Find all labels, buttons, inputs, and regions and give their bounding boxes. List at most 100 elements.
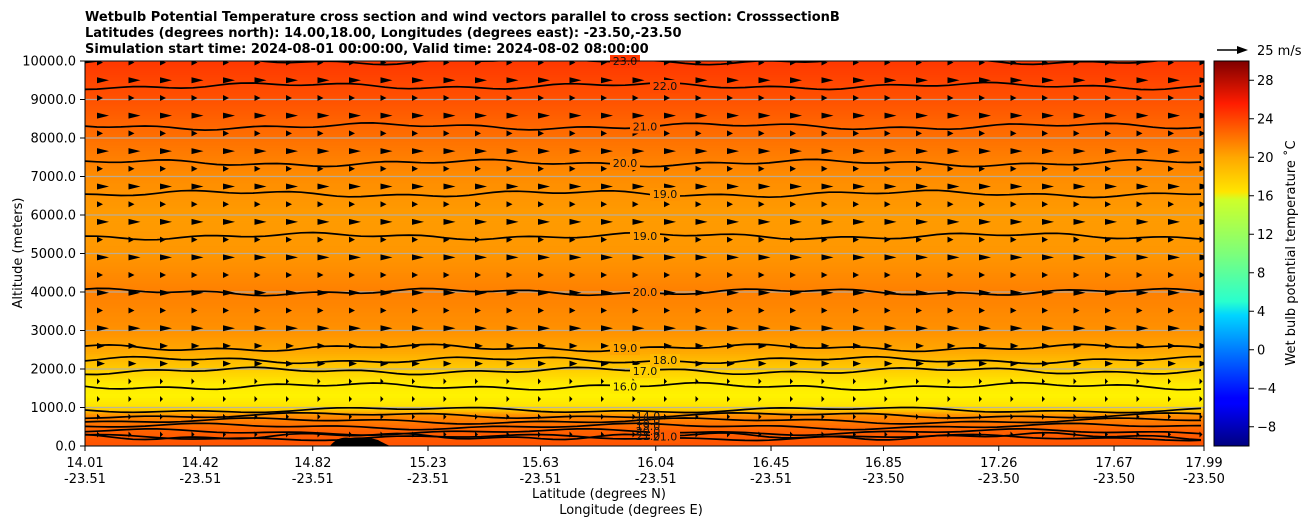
x-tick-label-longitude: -23.51 (520, 472, 562, 487)
wind-vector (443, 165, 450, 172)
wind-vector (695, 396, 699, 403)
wind-vector (412, 360, 420, 367)
wind-vector (664, 236, 670, 243)
field-band (85, 199, 1204, 202)
wind-vector (1042, 396, 1045, 403)
field-band (85, 193, 1204, 197)
chart-title-line-2: Latitudes (degrees north): 14.00,18.00, … (85, 26, 682, 41)
wind-vector (1105, 307, 1111, 314)
wind-vector (443, 218, 456, 225)
wind-vector (884, 148, 897, 155)
wind-vector (1010, 254, 1023, 261)
contour-label: 14.0 (636, 410, 661, 423)
wind-vector (569, 360, 578, 367)
wind-vector (790, 130, 796, 137)
field-band (85, 76, 1204, 79)
chart-title-line-3: Simulation start time: 2024-08-01 00:00:… (85, 42, 649, 57)
wind-vector (601, 148, 613, 155)
wind-vector (1042, 112, 1054, 119)
wind-vector (538, 218, 550, 225)
wind-vector (979, 218, 991, 225)
contour-label-bg (650, 354, 680, 368)
field-band (85, 85, 1204, 89)
wind-vector (758, 254, 771, 261)
wind-vector (1010, 112, 1023, 119)
wind-vector (695, 165, 702, 172)
contour-line (85, 433, 1202, 442)
wind-vector (254, 325, 267, 332)
colorbar-tick-label: 24 (1257, 112, 1274, 127)
x-tick-label-latitude: 17.26 (980, 456, 1017, 471)
wind-vector (727, 94, 733, 101)
wind-vector (1199, 307, 1204, 314)
wind-vector (1073, 112, 1086, 119)
wind-vector (538, 396, 541, 403)
wind-vector (821, 272, 828, 279)
field-band (85, 387, 1204, 391)
wind-vector (884, 61, 891, 66)
wind-vector (853, 236, 859, 243)
wind-vector (821, 325, 834, 332)
wind-vector (727, 289, 739, 296)
wind-vector (758, 307, 765, 314)
wind-vector (1010, 325, 1023, 332)
wind-vector (443, 360, 452, 367)
contour-label: 21.0 (653, 430, 678, 443)
field-band (85, 262, 1204, 266)
wind-vector (506, 201, 513, 208)
field-band (85, 210, 1204, 214)
field-band (85, 439, 1204, 443)
field-band (85, 139, 1204, 143)
wind-vector (317, 130, 324, 137)
wind-vector (349, 94, 355, 101)
colorbar-ticks: −8 −4 0 4 8 12 16 20 24 28 (1249, 74, 1276, 435)
wind-vector (1073, 360, 1082, 367)
field-band (85, 260, 1204, 264)
wind-vector (380, 307, 387, 314)
wind-vector (254, 130, 261, 137)
wind-vector (349, 183, 361, 190)
wind-vector (853, 201, 859, 208)
wind-vector (695, 148, 708, 155)
field-band (85, 114, 1204, 118)
wind-vector (1199, 183, 1204, 190)
wind-vector (1136, 94, 1143, 101)
wind-vector (349, 201, 355, 208)
wind-vector (1136, 289, 1149, 296)
wind-vector (853, 61, 859, 66)
wind-vector (443, 307, 450, 314)
field-band (85, 264, 1204, 268)
x-tick-label-latitude: 17.99 (1185, 456, 1222, 471)
wind-vector (1199, 94, 1204, 101)
field-band (85, 426, 1204, 429)
wind-vector (821, 307, 828, 314)
wind-vector (1168, 77, 1180, 84)
wind-vector (1136, 218, 1149, 225)
y-axis: 0.0 1000.0 2000.0 3000.0 4000.0 5000.0 6000.0 7… (22, 55, 85, 455)
wind-vector (223, 378, 226, 385)
wind-key-label: 25 m/s (1257, 44, 1302, 59)
field-band (85, 201, 1204, 204)
wind-vector (758, 130, 765, 137)
wind-vector (286, 272, 292, 279)
field-band (85, 337, 1204, 341)
wind-vector (1042, 130, 1048, 137)
wind-vector (380, 396, 384, 403)
wind-vector (128, 378, 132, 385)
wind-vector (1042, 148, 1054, 155)
contour-label-bg (610, 341, 640, 355)
field-band (85, 220, 1204, 223)
wind-vector (286, 165, 292, 172)
wind-vector (317, 148, 330, 155)
field-band (85, 309, 1204, 312)
x-tick-label-longitude: -23.51 (64, 472, 106, 487)
wind-vector (601, 342, 609, 349)
wind-vector (1042, 378, 1045, 385)
wind-vector (160, 378, 163, 385)
wind-vector (128, 360, 137, 367)
wind-vector (223, 272, 229, 279)
wind-vector (223, 94, 229, 101)
colorbar-tick-label: 20 (1257, 151, 1274, 166)
wind-vector (128, 396, 132, 403)
wind-vector (1168, 94, 1174, 101)
